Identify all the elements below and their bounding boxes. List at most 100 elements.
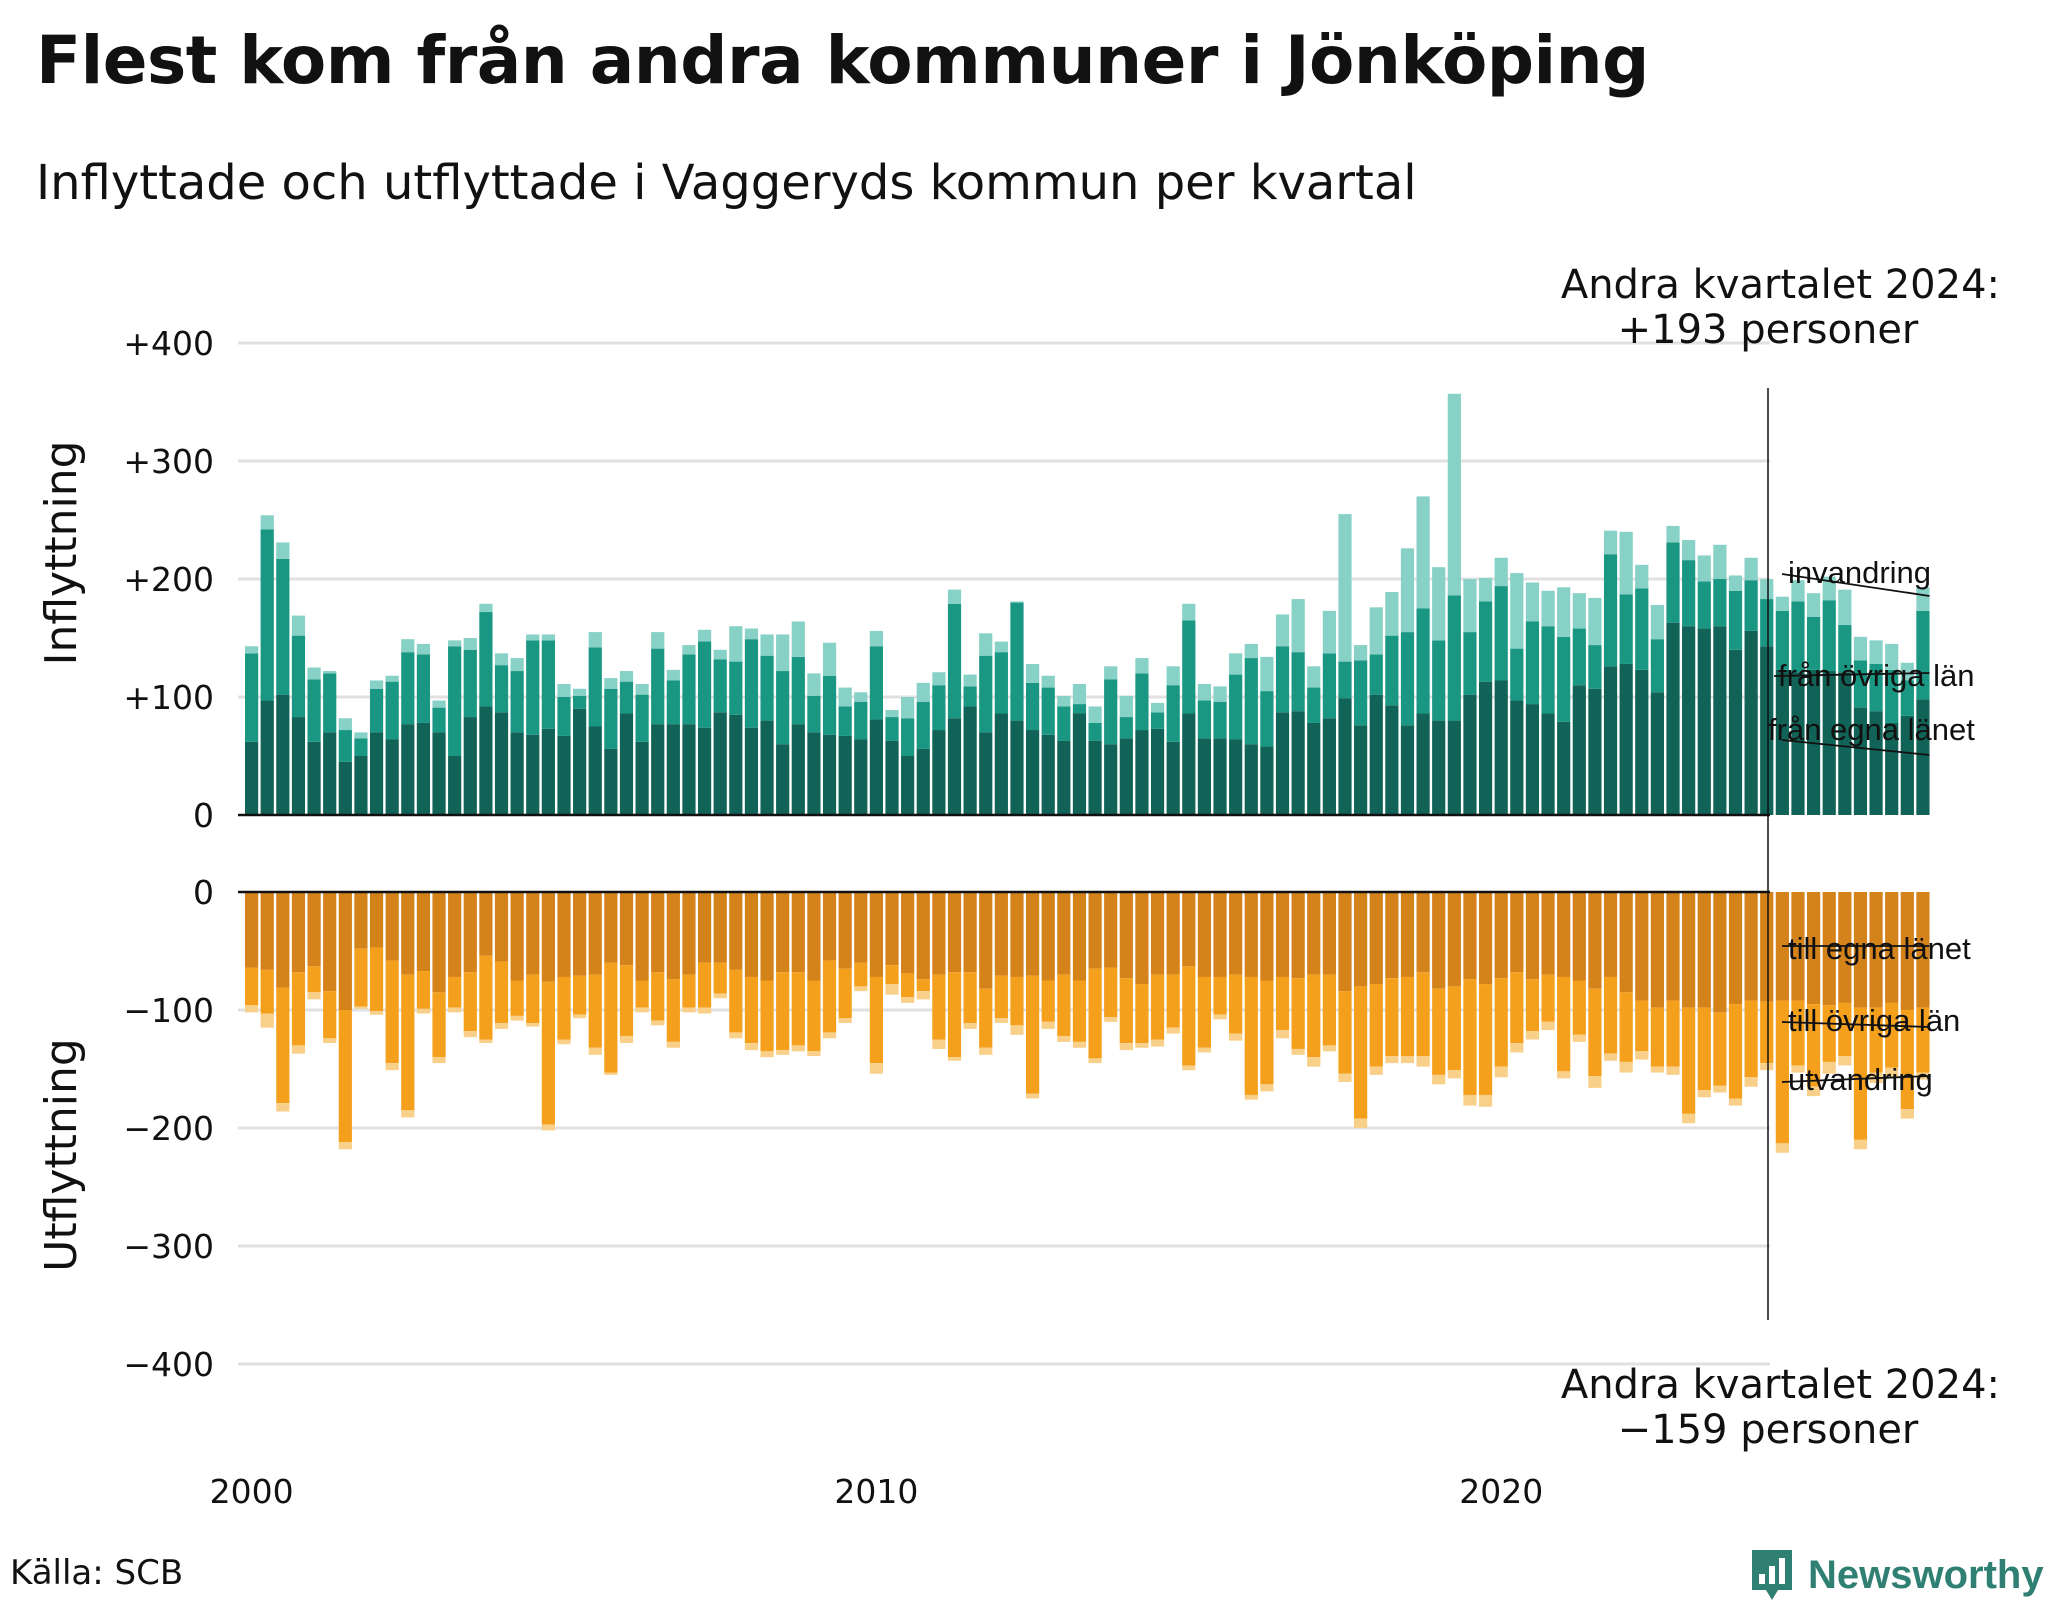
- bar-invandring: [1760, 579, 1774, 600]
- bar-från-egna-länet: [1416, 713, 1430, 815]
- bar-till-egna-länet: [448, 892, 462, 977]
- source-note: Källa: SCB: [10, 1553, 184, 1593]
- bar-från-egna-länet: [479, 706, 493, 815]
- bar-från-egna-länet: [1838, 672, 1852, 815]
- bar-från-övriga-län: [588, 647, 602, 727]
- bar-från-övriga-län: [260, 529, 274, 701]
- bar-från-egna-länet: [651, 724, 665, 815]
- bar-från-egna-länet: [1463, 694, 1477, 815]
- bar-invandring: [510, 658, 524, 672]
- bar-från-egna-länet: [1760, 646, 1774, 815]
- y-axis-label-outflow: Utflyttning: [36, 1038, 87, 1272]
- bar-från-övriga-län: [1728, 590, 1743, 650]
- bar-utvandring: [1197, 1047, 1212, 1053]
- bar-från-övriga-län: [432, 707, 446, 733]
- bar-till-övriga-län: [291, 972, 306, 1046]
- bar-till-övriga-län: [1197, 976, 1212, 1048]
- bar-invandring: [807, 673, 821, 696]
- bar-från-egna-länet: [307, 741, 321, 815]
- brand-name: Newsworthy: [1808, 1552, 2044, 1597]
- bar-utvandring: [573, 1014, 587, 1019]
- series-label: utvandring: [1788, 1062, 1933, 1097]
- bar-från-övriga-län: [1385, 635, 1399, 706]
- bar-från-egna-länet: [369, 732, 384, 815]
- bar-invandring: [526, 634, 540, 641]
- bar-till-övriga-län: [1369, 984, 1383, 1067]
- bar-utvandring: [1400, 1056, 1415, 1064]
- bar-utvandring: [1119, 1043, 1133, 1051]
- bar-från-övriga-län: [276, 558, 290, 695]
- bar-från-övriga-län: [666, 680, 680, 725]
- bar-till-egna-länet: [979, 892, 993, 989]
- bar-utvandring: [1885, 1067, 1899, 1078]
- bar-utvandring: [541, 1124, 555, 1131]
- bar-till-egna-länet: [604, 892, 618, 963]
- bar-till-övriga-län: [1104, 967, 1118, 1018]
- bar-från-egna-länet: [838, 735, 852, 815]
- bar-till-övriga-län: [1619, 992, 1633, 1062]
- bar-från-övriga-län: [1166, 685, 1180, 742]
- bar-till-övriga-län: [635, 980, 649, 1008]
- bar-invandring: [1885, 643, 1899, 670]
- bar-invandring: [1635, 564, 1649, 589]
- bar-utvandring: [307, 992, 321, 1000]
- bar-från-egna-länet: [385, 739, 399, 815]
- x-ticks: 2000 2010 2020: [210, 1472, 1544, 1511]
- bar-till-egna-länet: [994, 892, 1008, 976]
- bar-till-övriga-län: [932, 974, 946, 1040]
- brand-logo: Newsworthy: [1748, 1545, 2044, 1605]
- bar-till-egna-länet: [635, 892, 649, 981]
- bar-till-övriga-län: [1291, 978, 1305, 1049]
- bar-invandring: [760, 634, 774, 656]
- bar-till-egna-länet: [1275, 892, 1290, 977]
- bar-från-övriga-län: [1869, 663, 1883, 712]
- bar-från-egna-länet: [401, 724, 415, 815]
- bar-från-övriga-län: [323, 673, 337, 733]
- bar-invandring: [1291, 599, 1305, 653]
- bar-till-övriga-län: [1853, 1007, 1868, 1140]
- y-tick-label: −200: [123, 1109, 214, 1148]
- bar-invandring: [432, 700, 446, 708]
- y-tick-label: +200: [123, 560, 214, 599]
- bar-till-egna-länet: [932, 892, 946, 975]
- bar-från-egna-länet: [245, 741, 259, 815]
- bar-invandring: [1525, 582, 1540, 622]
- bar-från-egna-länet: [1338, 698, 1352, 815]
- bar-utvandring: [323, 1038, 337, 1044]
- bar-invandring: [1088, 706, 1102, 723]
- bar-invandring: [1572, 593, 1586, 629]
- bar-från-övriga-län: [744, 639, 759, 728]
- bar-utvandring: [1447, 1070, 1461, 1079]
- bar-till-egna-länet: [541, 892, 555, 982]
- bar-invandring: [1838, 589, 1852, 626]
- bar-till-egna-länet: [1916, 892, 1930, 1008]
- bar-till-övriga-län: [1432, 988, 1446, 1075]
- bar-invandring: [729, 626, 743, 662]
- bar-till-egna-länet: [1682, 892, 1696, 1008]
- bar-utvandring: [1807, 1086, 1821, 1097]
- bar-från-övriga-län: [1572, 628, 1586, 686]
- bar-från-egna-länet: [1885, 722, 1899, 815]
- leader-line: [1781, 1021, 1930, 1028]
- bar-till-egna-länet: [838, 892, 852, 969]
- bar-invandring: [1369, 607, 1383, 655]
- bar-till-övriga-län: [1885, 1002, 1899, 1068]
- bar-från-övriga-län: [1791, 601, 1805, 673]
- bar-från-övriga-län: [448, 646, 462, 756]
- bar-från-övriga-län: [1838, 625, 1852, 673]
- bar-från-egna-länet: [1229, 739, 1243, 815]
- bar-till-övriga-län: [697, 962, 712, 1008]
- bar-till-egna-länet: [1182, 892, 1196, 967]
- bar-från-egna-länet: [1244, 744, 1258, 815]
- bar-invandring: [416, 643, 431, 655]
- y-tick-label: 0: [193, 873, 214, 912]
- bar-utvandring: [1057, 1035, 1071, 1042]
- bar-från-övriga-län: [1603, 554, 1618, 667]
- bar-invandring: [338, 718, 352, 731]
- bar-utvandring: [713, 993, 727, 999]
- bar-till-övriga-län: [1541, 974, 1555, 1022]
- bar-till-egna-länet: [1447, 892, 1461, 987]
- bar-från-egna-länet: [1900, 715, 1914, 815]
- bar-till-övriga-län: [1307, 974, 1321, 1058]
- bar-från-övriga-län: [291, 635, 306, 718]
